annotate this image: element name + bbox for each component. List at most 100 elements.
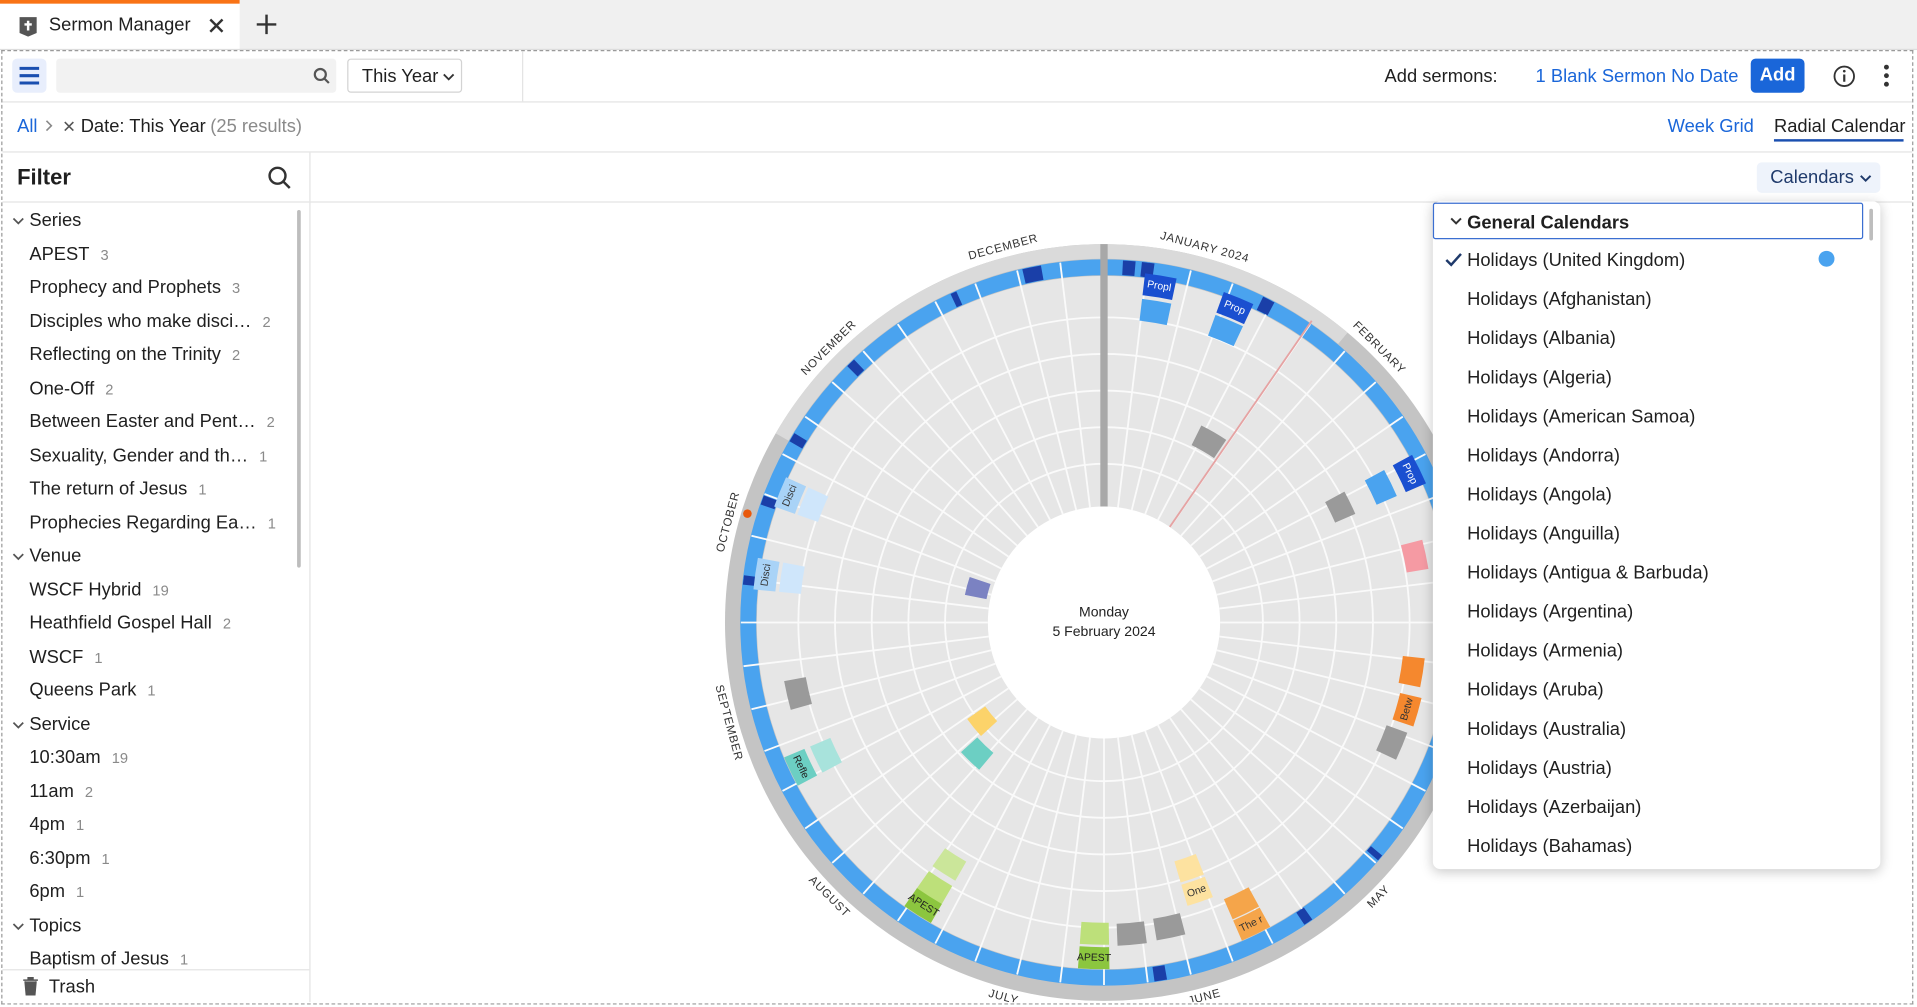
breadcrumb-root[interactable]: All (17, 115, 38, 137)
calendars-button[interactable]: Calendars (1756, 162, 1881, 193)
tab[interactable]: Sermon Manager (0, 0, 240, 49)
group-name[interactable]: Service (29, 713, 91, 735)
spoke (1190, 381, 1377, 547)
filter-item-label: 10:30am (29, 747, 101, 768)
view-radial-calendar[interactable]: Radial Calendar (1773, 115, 1906, 137)
frame (1, 50, 1914, 1005)
menu-button[interactable] (12, 58, 47, 93)
group-toggle[interactable] (12, 921, 24, 931)
filter-search[interactable] (268, 166, 292, 190)
calendar-option-label: Holidays (Australia) (1467, 718, 1627, 740)
filter-item[interactable]: 11am 2 (29, 782, 93, 800)
group-toggle[interactable] (12, 216, 24, 226)
calendar-option[interactable]: Holidays (Angola) (1433, 475, 1863, 514)
calendars-dropdown: General Calendars Holidays (United Kingd… (1432, 201, 1881, 870)
filter-item[interactable]: 10:30am 19 (29, 748, 128, 766)
filter-item-label: 6:30pm (29, 847, 91, 869)
filter-item-label: One-Off (29, 377, 95, 399)
event-block (964, 576, 991, 600)
filter-item[interactable]: Between Easter and Pent… 2 (29, 413, 275, 431)
calendar-option[interactable]: Holidays (Australia) (1433, 709, 1863, 748)
filter-item-count: 19 (152, 581, 169, 599)
filter-item[interactable]: Disciples who make disci… 2 (29, 312, 270, 330)
calendar-option[interactable]: Holidays (Azerbaijan) (1433, 787, 1863, 826)
info-button[interactable] (1833, 65, 1856, 88)
calendar-option[interactable]: Holidays (Antigua & Barbuda) (1433, 553, 1863, 592)
calendar-option[interactable]: Holidays (Andorra) (1433, 436, 1863, 475)
group-name[interactable]: Series (29, 209, 82, 231)
calendar-option[interactable]: Holidays (Aruba) (1433, 670, 1863, 709)
filter-item[interactable]: Reflecting on the Trinity 2 (29, 345, 240, 363)
filter-item[interactable]: One-Off 2 (29, 379, 113, 397)
new-tab[interactable] (256, 13, 278, 35)
calendar-option[interactable]: Holidays (Austria) (1433, 748, 1863, 787)
group-toggle[interactable] (12, 552, 24, 562)
week-mark (950, 291, 963, 308)
calendar-option[interactable]: Holidays (Albania) (1433, 319, 1863, 358)
event-block (1216, 291, 1254, 325)
event-block (797, 487, 829, 522)
filter-item[interactable]: Heathfield Gospel Hall 2 (29, 614, 231, 632)
filter-item[interactable]: Sexuality, Gender and th… 1 (29, 446, 267, 464)
date-select[interactable]: This Year (347, 58, 463, 93)
filter-item-label: WSCF (29, 646, 84, 668)
remove-filter[interactable] (64, 121, 75, 132)
spoke (1016, 734, 1078, 975)
add-option[interactable]: 1 Blank Sermon No Date (1535, 65, 1739, 87)
calendar-option[interactable]: Holidays (American Samoa) (1433, 397, 1863, 436)
calendar-option[interactable]: Holidays (Afghanistan) (1433, 280, 1863, 319)
calendar-option[interactable]: Holidays (Argentina) (1433, 592, 1863, 631)
outer-ring-light (775, 244, 1348, 441)
spoke (1180, 350, 1346, 537)
spoke (1130, 270, 1192, 511)
divider (522, 51, 524, 102)
add-button[interactable]: Add (1750, 58, 1805, 93)
event-block (1223, 887, 1260, 920)
calendar-option-label: Holidays (Anguilla) (1467, 523, 1620, 545)
spoke (1157, 301, 1274, 521)
group-name[interactable]: Topics (29, 914, 82, 936)
filter-item-count: 2 (231, 346, 241, 364)
filter-item[interactable]: 6:30pm 1 (29, 849, 109, 867)
filter-item[interactable]: APEST 3 (29, 245, 108, 263)
calendar-option[interactable]: Holidays (Bahamas) (1433, 826, 1863, 865)
filter-item-label: 11am (29, 780, 74, 802)
more-button[interactable] (1882, 63, 1892, 90)
spoke (743, 635, 989, 668)
trash[interactable]: Trash (48, 976, 96, 998)
close-tab[interactable] (208, 17, 225, 34)
filter-item[interactable]: Prophecy and Prophets 3 (29, 278, 240, 296)
filter-item[interactable]: Queens Park 1 (29, 681, 155, 699)
calendar-option[interactable]: Holidays (Armenia) (1433, 631, 1863, 670)
chevron (45, 120, 53, 132)
spoke (804, 415, 1009, 558)
spoke (934, 301, 1051, 521)
filter-item-label: Prophecy and Prophets (29, 277, 222, 298)
scrollbar (297, 209, 301, 568)
filter-item[interactable]: 4pm 1 (29, 815, 84, 833)
breadcrumb-bar: All Date: This Year (25 results) Week Gr… (2, 103, 1913, 153)
event-block (1325, 491, 1356, 523)
search-input[interactable] (56, 58, 337, 93)
event-block (779, 562, 805, 594)
calendar-option[interactable]: Holidays (Algeria) (1433, 358, 1863, 397)
filter-item[interactable]: Prophecies Regarding Ea… 1 (29, 513, 276, 531)
filter-item[interactable]: WSCF 1 (29, 648, 102, 666)
spoke (1212, 493, 1444, 583)
filter-item-count: 2 (262, 313, 271, 331)
calendar-option[interactable]: Holidays (Anguilla) (1433, 514, 1863, 553)
calendar-option[interactable]: Holidays (United Kingdom) (1433, 240, 1863, 279)
group-name[interactable]: Venue (29, 545, 82, 567)
view-week-grid[interactable]: Week Grid (1667, 115, 1754, 137)
filter-item[interactable]: 6pm 1 (29, 883, 84, 901)
event-block (961, 737, 994, 770)
event-block (1208, 314, 1243, 347)
filter-item[interactable]: Baptism of Jesus 1 (29, 950, 188, 968)
filter-item-label: 6pm (29, 881, 66, 903)
spoke (751, 534, 992, 596)
filter-item[interactable]: The return of Jesus 1 (29, 480, 206, 498)
calendar-color (1818, 250, 1835, 267)
section-header[interactable]: General Calendars (1432, 202, 1864, 240)
group-toggle[interactable] (12, 720, 24, 730)
filter-item[interactable]: WSCF Hybrid 19 (29, 580, 168, 598)
